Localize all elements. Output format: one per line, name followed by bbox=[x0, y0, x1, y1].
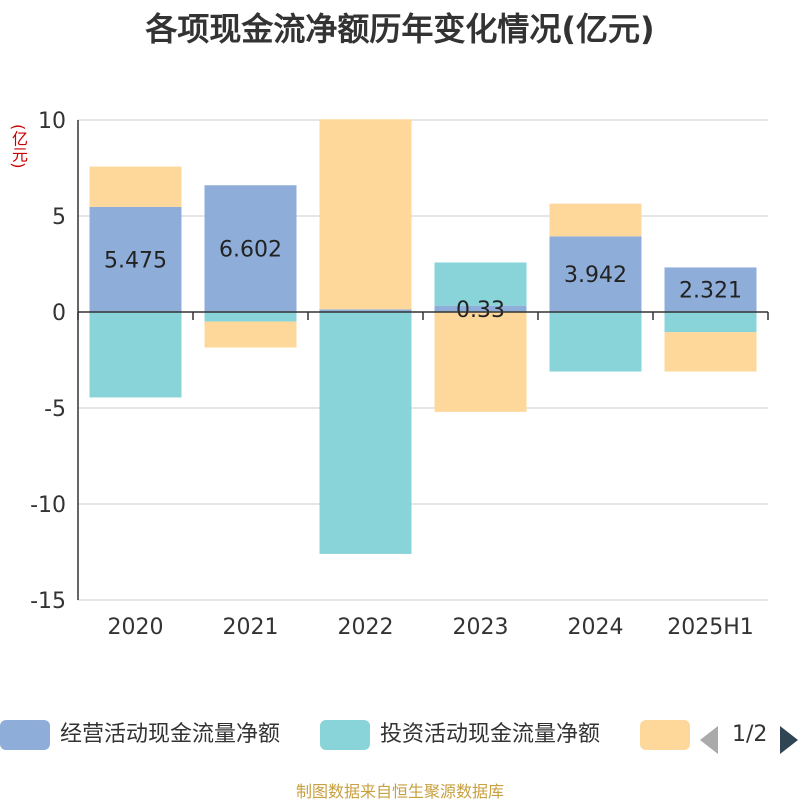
bar-series3-2024 bbox=[549, 203, 642, 237]
data-label: 6.602 bbox=[219, 238, 282, 263]
y-tick-label: -10 bbox=[30, 493, 66, 518]
bar-chart: 10 5 0 -5 -10 -15 5.475 6.602 0.33 3.942 2.321 2020… bbox=[30, 109, 769, 640]
legend-page-indicator: 1/2 bbox=[732, 722, 768, 747]
bar-series3-2025H1 bbox=[664, 332, 757, 372]
bar-series3-2022 bbox=[319, 119, 412, 310]
chart-title: 各项现金流净额历年变化情况(亿元) bbox=[145, 10, 655, 48]
data-source-note: 制图数据来自恒生聚源数据库 bbox=[295, 782, 504, 801]
legend-label: 投资活动现金流量净额 bbox=[380, 722, 601, 747]
bar-series1-2025H1 bbox=[664, 267, 757, 312]
bar-series3-2020 bbox=[89, 166, 182, 207]
next-page-icon[interactable] bbox=[780, 726, 798, 754]
y-tick-label: -15 bbox=[30, 589, 66, 614]
bar-series2-2023 bbox=[434, 262, 527, 306]
bar-series1-2021 bbox=[204, 185, 297, 312]
legend: 经营活动现金流量净额 投资活动现金流量净额 bbox=[0, 712, 800, 756]
y-tick-label: 5 bbox=[52, 205, 66, 230]
y-tick-label: -5 bbox=[44, 397, 66, 422]
legend-swatch bbox=[320, 720, 370, 750]
legend-pager: 1/2 bbox=[700, 720, 800, 754]
x-category-label: 2023 bbox=[453, 615, 509, 640]
x-category-label: 2025H1 bbox=[667, 615, 754, 640]
legend-label: 经营活动现金流量净额 bbox=[60, 722, 281, 747]
bar-series2-2025H1 bbox=[664, 312, 757, 333]
bar-series1-2022 bbox=[319, 309, 412, 312]
bar-series1-2023 bbox=[434, 305, 527, 312]
bar-series2-2020 bbox=[89, 312, 182, 398]
previous-page-icon[interactable] bbox=[700, 726, 718, 754]
y-axis-unit: (亿元) bbox=[9, 124, 28, 169]
data-label: 0.33 bbox=[456, 298, 505, 323]
bar-series3-2021 bbox=[204, 321, 297, 348]
legend-swatch bbox=[0, 720, 50, 750]
bar-series2-2024 bbox=[549, 312, 642, 372]
bar-series3-2023 bbox=[434, 312, 527, 412]
bar-series1-2024 bbox=[549, 236, 642, 312]
x-category-label: 2020 bbox=[108, 615, 164, 640]
bar-series2-2022 bbox=[319, 312, 412, 554]
data-label: 5.475 bbox=[104, 248, 167, 273]
bar-series2-2021 bbox=[204, 312, 297, 322]
data-label: 3.942 bbox=[564, 263, 627, 288]
y-tick-label: 0 bbox=[52, 301, 66, 326]
x-category-label: 2021 bbox=[223, 615, 279, 640]
y-tick-label: 10 bbox=[38, 109, 66, 134]
x-category-label: 2024 bbox=[568, 615, 624, 640]
data-label: 2.321 bbox=[679, 279, 742, 304]
bar-series1-2020 bbox=[89, 206, 182, 312]
x-category-label: 2022 bbox=[338, 615, 394, 640]
legend-swatch bbox=[640, 720, 690, 750]
